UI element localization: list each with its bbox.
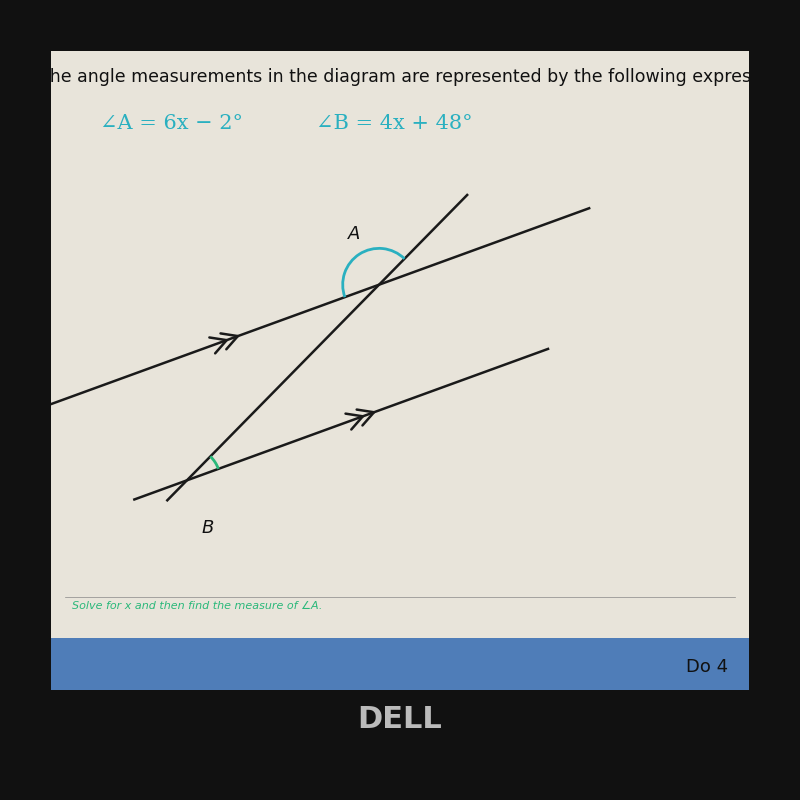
- Text: ∠A = 6x − 2°: ∠A = 6x − 2°: [99, 114, 242, 134]
- Text: DELL: DELL: [358, 705, 442, 734]
- Text: A: A: [348, 225, 361, 242]
- Text: Solve for x and then find the measure of ∠A.: Solve for x and then find the measure of…: [71, 601, 322, 611]
- Text: ∠B = 4x + 48°: ∠B = 4x + 48°: [316, 114, 473, 134]
- FancyBboxPatch shape: [50, 690, 750, 750]
- FancyBboxPatch shape: [50, 638, 750, 690]
- FancyBboxPatch shape: [50, 50, 750, 638]
- Text: Do 4: Do 4: [686, 658, 729, 676]
- Text: The angle measurements in the diagram are represented by the following express: The angle measurements in the diagram ar…: [39, 68, 761, 86]
- Text: B: B: [202, 518, 214, 537]
